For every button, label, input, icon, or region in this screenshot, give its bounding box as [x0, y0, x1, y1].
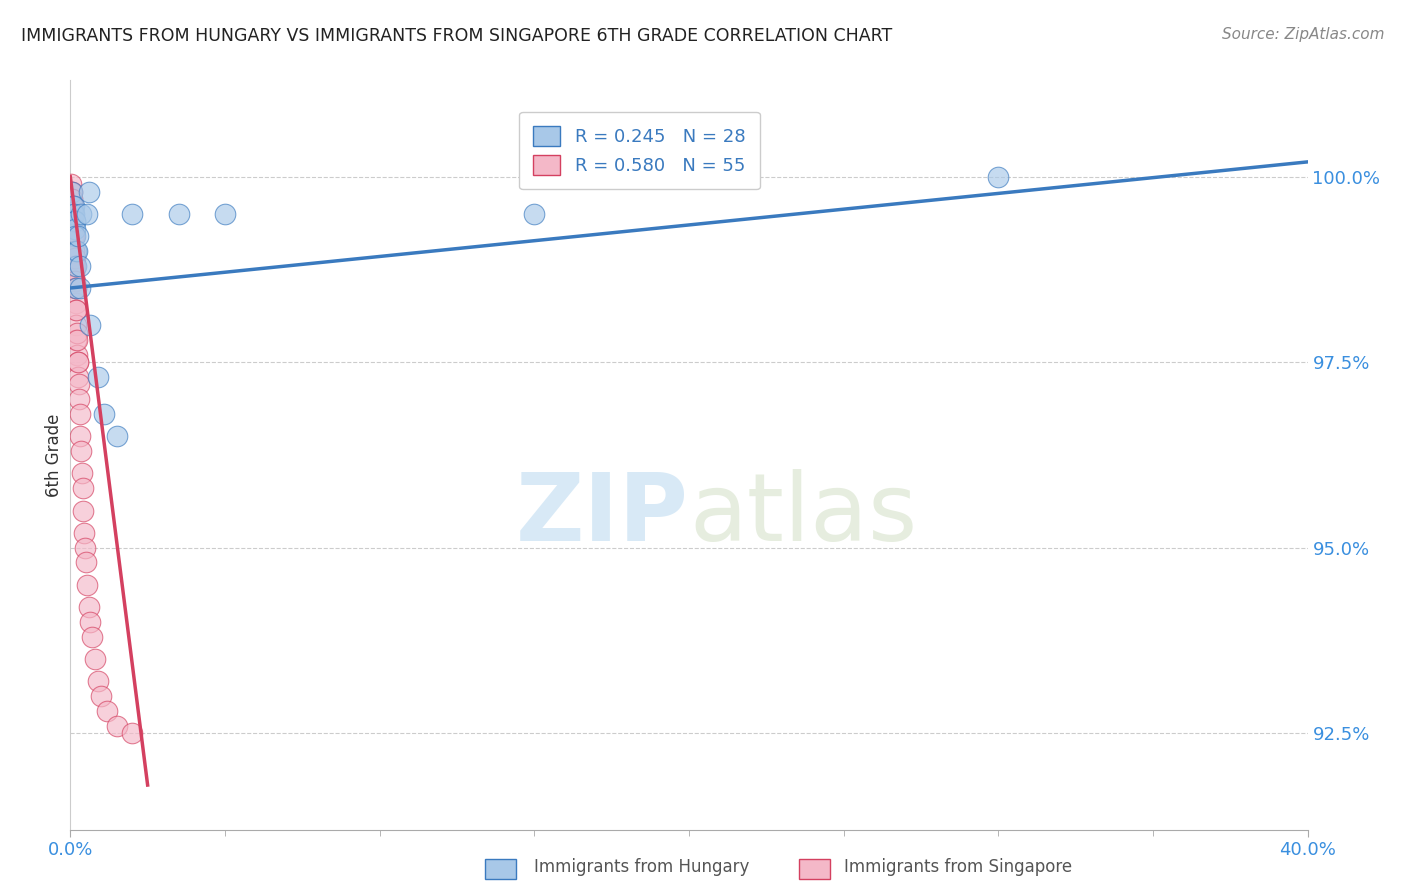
Point	[63, 244, 86, 258]
Point	[60, 207, 83, 221]
Point	[62, 214, 84, 228]
Point	[65, 244, 87, 258]
Point	[79, 318, 101, 332]
Point	[69, 259, 91, 273]
Point	[67, 392, 90, 407]
Point	[62, 221, 84, 235]
Point	[63, 259, 86, 273]
Point	[70, 207, 93, 221]
Point	[79, 615, 101, 629]
Point	[60, 185, 83, 199]
Point	[87, 674, 110, 689]
Point	[69, 429, 91, 443]
Point	[65, 303, 87, 318]
Point	[67, 377, 90, 392]
Point	[66, 333, 89, 347]
Point	[72, 481, 94, 495]
Point	[63, 207, 86, 221]
Point	[987, 169, 1010, 184]
Point	[66, 348, 89, 362]
Point	[62, 229, 84, 244]
Point	[66, 355, 89, 369]
Point	[93, 407, 115, 421]
Point	[63, 266, 86, 280]
Point	[75, 556, 97, 570]
Point	[63, 221, 86, 235]
Point	[69, 407, 91, 421]
Point	[60, 185, 83, 199]
Point	[77, 185, 100, 199]
Point	[63, 214, 86, 228]
Point	[121, 726, 143, 740]
Point	[65, 318, 87, 332]
Point	[84, 652, 107, 666]
Point	[59, 177, 82, 191]
Text: Source: ZipAtlas.com: Source: ZipAtlas.com	[1222, 27, 1385, 42]
Point	[80, 630, 103, 644]
Legend: R = 0.245   N = 28, R = 0.580   N = 55: R = 0.245 N = 28, R = 0.580 N = 55	[519, 112, 761, 189]
Point	[65, 303, 87, 318]
Point	[167, 207, 190, 221]
Text: IMMIGRANTS FROM HUNGARY VS IMMIGRANTS FROM SINGAPORE 6TH GRADE CORRELATION CHART: IMMIGRANTS FROM HUNGARY VS IMMIGRANTS FR…	[21, 27, 893, 45]
Point	[63, 229, 86, 244]
Text: Immigrants from Singapore: Immigrants from Singapore	[844, 858, 1071, 876]
Point	[63, 281, 86, 295]
Point	[62, 244, 84, 258]
Point	[121, 207, 143, 221]
Text: ZIP: ZIP	[516, 469, 689, 561]
Point	[214, 207, 236, 221]
Point	[62, 192, 84, 206]
Point	[69, 281, 91, 295]
Point	[62, 199, 84, 213]
Point	[523, 207, 546, 221]
Point	[66, 244, 89, 258]
Point	[63, 214, 86, 228]
Text: Immigrants from Hungary: Immigrants from Hungary	[534, 858, 749, 876]
Point	[67, 355, 90, 369]
Point	[73, 525, 96, 540]
Point	[76, 578, 98, 592]
Point	[70, 444, 93, 458]
Point	[65, 281, 87, 295]
Point	[62, 214, 84, 228]
Point	[87, 370, 110, 384]
Point	[60, 192, 83, 206]
Point	[72, 503, 94, 517]
Point	[62, 207, 84, 221]
Point	[96, 704, 118, 718]
Point	[67, 229, 90, 244]
Text: atlas: atlas	[689, 469, 917, 561]
Point	[77, 599, 100, 614]
Point	[65, 281, 87, 295]
Point	[90, 689, 112, 703]
Point	[62, 207, 84, 221]
Y-axis label: 6th Grade: 6th Grade	[45, 413, 63, 497]
Point	[62, 199, 84, 213]
Point	[65, 274, 87, 288]
Point	[65, 296, 87, 310]
Point	[60, 199, 83, 213]
Point	[65, 333, 87, 347]
Point	[63, 199, 86, 213]
Point	[60, 185, 83, 199]
Point	[63, 252, 86, 266]
Point	[76, 207, 98, 221]
Point	[105, 719, 128, 733]
Point	[105, 429, 128, 443]
Point	[67, 370, 90, 384]
Point	[70, 467, 93, 481]
Point	[65, 229, 87, 244]
Point	[75, 541, 97, 555]
Point	[66, 326, 89, 340]
Point	[65, 259, 87, 273]
Point	[63, 259, 86, 273]
